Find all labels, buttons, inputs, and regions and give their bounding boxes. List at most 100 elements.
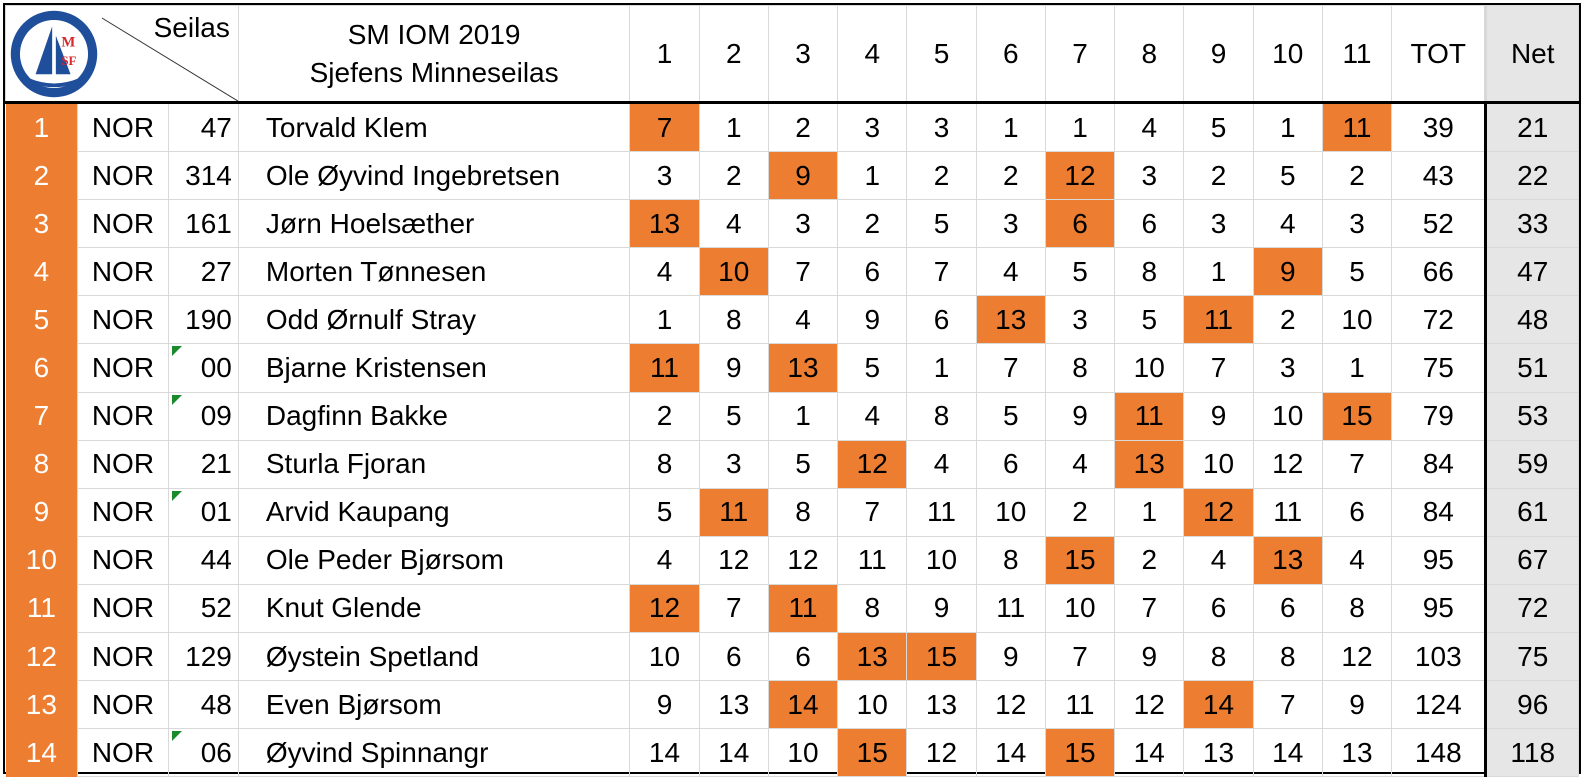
score-cell: 1 [837, 151, 908, 201]
score-cell: 3 [837, 101, 908, 153]
rank-cell: 11 [5, 584, 79, 633]
score-cell: 9 [1183, 391, 1254, 441]
discarded-score-cell: 13 [975, 295, 1046, 345]
net-cell: 47 [1485, 247, 1579, 297]
score-cell: 6 [1183, 583, 1254, 634]
discarded-score-cell: 14 [1183, 680, 1254, 730]
discarded-score-cell: 13 [1252, 535, 1323, 585]
rank-cell: 1 [5, 102, 79, 152]
seilas-label: Seilas [153, 12, 230, 43]
score-cell: 10 [1044, 583, 1116, 634]
score-cell: 8 [629, 439, 700, 489]
race-header-10: 10 [1252, 5, 1323, 104]
score-cell: 4 [629, 247, 700, 297]
discarded-score-cell: 12 [1183, 487, 1254, 537]
net-cell: 51 [1485, 343, 1579, 393]
score-cell: 1 [1183, 247, 1254, 297]
sailor-name-cell: Morten Tønnesen [237, 247, 631, 297]
score-cell: 3 [1252, 343, 1323, 393]
header-row: M SF Seilas SM IOM 2019 Sjefens Minnesei… [5, 5, 1579, 104]
discarded-score-cell: 12 [629, 583, 700, 634]
sail-number: 161 [185, 207, 232, 239]
sail-number-cell: 47 [167, 101, 239, 153]
score-cell: 10 [837, 680, 908, 730]
score-cell: 8 [698, 295, 769, 345]
nation-cell: NOR [77, 151, 169, 201]
total-cell: 124 [1391, 680, 1488, 730]
score-cell: 9 [629, 680, 700, 730]
total-cell: 43 [1391, 151, 1488, 201]
discarded-score-cell: 12 [837, 439, 908, 489]
score-cell: 7 [1252, 680, 1323, 730]
score-cell: 12 [767, 535, 839, 585]
rank-cell: 9 [5, 488, 79, 537]
sail-number: 44 [200, 544, 232, 576]
score-cell: 4 [1183, 535, 1254, 585]
corner-diagonal [101, 17, 238, 101]
score-cell: 11 [975, 583, 1046, 634]
race-header-1: 1 [629, 5, 700, 104]
sailor-name-cell: Dagfinn Bakke [237, 391, 631, 441]
total-cell: 79 [1391, 391, 1488, 441]
comment-marker-icon [171, 490, 182, 501]
score-cell: 1 [1252, 101, 1323, 153]
score-cell: 3 [975, 199, 1046, 249]
sail-number-cell: 52 [167, 583, 239, 634]
score-cell: 9 [1114, 632, 1185, 682]
sail-number-cell: 06 [167, 728, 239, 778]
discarded-score-cell: 11 [767, 583, 839, 634]
sail-number-cell: 01 [167, 487, 239, 537]
score-cell: 1 [906, 343, 977, 393]
discarded-score-cell: 14 [767, 680, 839, 730]
sail-number: 01 [200, 496, 232, 528]
nation-cell: NOR [77, 295, 169, 345]
score-cell: 10 [1114, 343, 1185, 393]
score-cell: 4 [1252, 199, 1323, 249]
sail-number-cell: 00 [167, 343, 239, 393]
score-cell: 4 [1044, 439, 1116, 489]
sail-number-cell: 48 [167, 680, 239, 730]
race-header-11: 11 [1321, 5, 1393, 104]
score-cell: 8 [906, 391, 977, 441]
score-cell: 5 [975, 391, 1046, 441]
score-cell: 4 [698, 199, 769, 249]
score-cell: 6 [767, 632, 839, 682]
sail-number: 314 [185, 159, 232, 191]
score-cell: 2 [767, 101, 839, 153]
score-cell: 5 [1183, 101, 1254, 153]
score-cell: 7 [975, 343, 1046, 393]
sail-number: 129 [185, 640, 232, 672]
discarded-score-cell: 13 [837, 632, 908, 682]
score-cell: 13 [1183, 728, 1254, 778]
rank-cell: 2 [5, 151, 79, 200]
result-row: 11 NOR 52 Knut Glende 12 7 11 8 9 11 10 7 6 6 8 95 72 [5, 583, 1579, 634]
rank-cell: 10 [5, 536, 79, 585]
discarded-score-cell: 6 [1044, 199, 1116, 249]
score-cell: 12 [1252, 439, 1323, 489]
sail-number: 48 [200, 688, 232, 720]
discarded-score-cell: 13 [767, 343, 839, 393]
score-cell: 8 [1252, 632, 1323, 682]
score-cell: 5 [906, 199, 977, 249]
net-cell: 75 [1485, 632, 1579, 682]
net-cell: 59 [1485, 439, 1579, 489]
score-cell: 2 [698, 151, 769, 201]
score-cell: 5 [837, 343, 908, 393]
result-row: 4 NOR 27 Morten Tønnesen 4 10 7 6 7 4 5 8 1 9 5 66 47 [5, 247, 1579, 297]
sail-number: 00 [200, 352, 232, 384]
rank-cell: 7 [5, 392, 79, 441]
race-header-6: 6 [975, 5, 1046, 104]
score-cell: 3 [1114, 151, 1185, 201]
score-cell: 11 [1044, 680, 1116, 730]
sail-number-cell: 314 [167, 151, 239, 201]
sailor-name-cell: Arvid Kaupang [237, 487, 631, 537]
race-header-7: 7 [1044, 5, 1116, 104]
score-cell: 12 [698, 535, 769, 585]
nation-cell: NOR [77, 199, 169, 249]
result-row: 2 NOR 314 Ole Øyvind Ingebretsen 3 2 9 1 2 2 12 3 2 5… [5, 151, 1579, 201]
discarded-score-cell: 12 [1044, 151, 1116, 201]
score-cell: 3 [698, 439, 769, 489]
sail-number-cell: 21 [167, 439, 239, 489]
nation-cell: NOR [77, 535, 169, 585]
score-cell: 5 [1114, 295, 1185, 345]
